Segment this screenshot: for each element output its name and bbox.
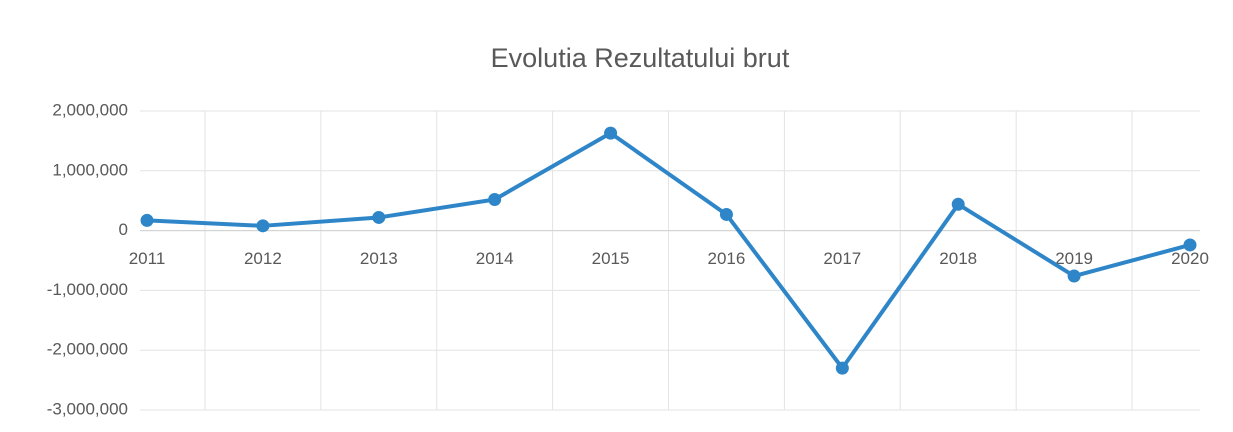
- y-tick-label: -2,000,000: [47, 340, 128, 359]
- point: [604, 126, 618, 140]
- y-tick-label: 0: [119, 220, 128, 239]
- y-tick-label: 1,000,000: [52, 160, 128, 179]
- point: [1183, 238, 1197, 252]
- x-tick-label: 2015: [592, 249, 630, 268]
- x-tick-label: 2020: [1171, 249, 1209, 268]
- x-tick-label: 2013: [360, 249, 398, 268]
- chart-title: Evolutia Rezultatului brut: [491, 43, 790, 73]
- point: [372, 210, 386, 224]
- x-tick-label: 2014: [476, 249, 514, 268]
- point: [140, 213, 154, 227]
- y-tick-label: -3,000,000: [47, 399, 128, 418]
- line: [146, 131, 1191, 371]
- x-tick-label: 2016: [708, 249, 746, 268]
- x-tick-label: 2011: [129, 249, 166, 268]
- x-tick-label: 2018: [939, 249, 977, 268]
- point: [835, 361, 849, 375]
- point: [256, 219, 270, 233]
- point: [1067, 269, 1081, 283]
- x-tick-label: 2017: [823, 249, 861, 268]
- y-tick-label: -1,000,000: [47, 280, 128, 299]
- point: [951, 197, 965, 211]
- y-tick-label: 2,000,000: [52, 100, 128, 119]
- point: [719, 207, 733, 221]
- x-tick-label: 2019: [1055, 249, 1093, 268]
- point: [488, 193, 502, 207]
- x-tick-label: 2012: [244, 249, 282, 268]
